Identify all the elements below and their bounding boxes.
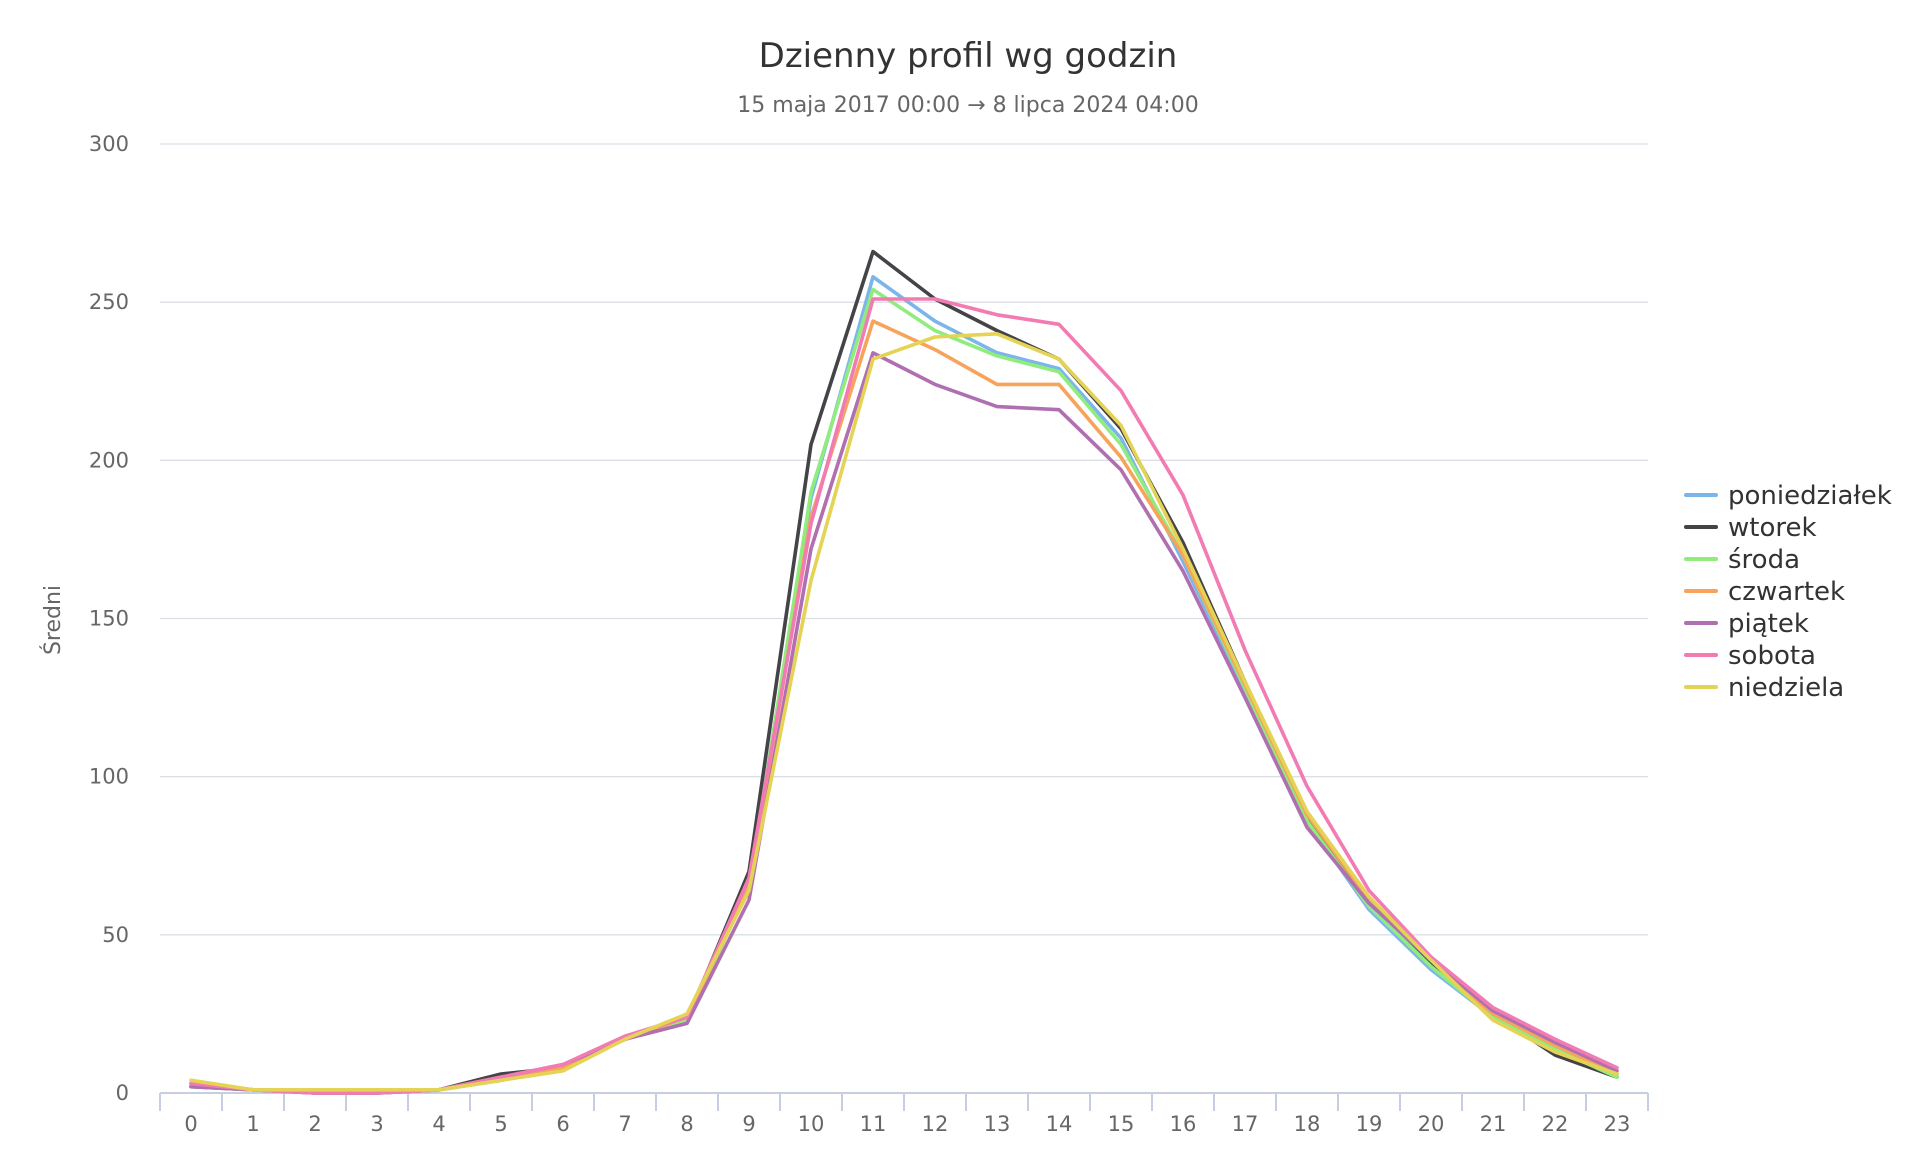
y-tick-label: 50 xyxy=(102,923,129,947)
legend-item[interactable]: poniedziałek xyxy=(1684,481,1892,511)
x-tick-label: 17 xyxy=(1232,1112,1259,1136)
legend-item[interactable]: czwartek xyxy=(1684,577,1845,607)
legend-label: niedziela xyxy=(1728,673,1844,703)
y-tick-label: 200 xyxy=(89,448,129,472)
series-line-1[interactable] xyxy=(189,275,1619,1095)
series-line-6[interactable] xyxy=(189,297,1619,1095)
legend-item[interactable]: piątek xyxy=(1684,609,1809,639)
legend-item[interactable]: sobota xyxy=(1684,641,1816,671)
series-lines xyxy=(189,249,1619,1095)
x-tick-label: 20 xyxy=(1418,1112,1445,1136)
legend-label: sobota xyxy=(1728,641,1816,671)
series-line-2[interactable] xyxy=(189,249,1619,1095)
y-axis-tick-labels: 0 50 100 150 200 250 300 xyxy=(89,132,129,1105)
y-tick-label: 0 xyxy=(116,1081,129,1105)
x-tick-label: 16 xyxy=(1170,1112,1197,1136)
legend-item[interactable]: środa xyxy=(1684,545,1800,575)
series-line-4[interactable] xyxy=(189,319,1619,1095)
x-tick-label: 6 xyxy=(556,1112,569,1136)
x-tick-label: 9 xyxy=(742,1112,755,1136)
series-line-5[interactable] xyxy=(189,350,1619,1095)
x-tick-label: 23 xyxy=(1604,1112,1631,1136)
x-axis: 0 1 2 3 4 5 6 7 8 9 10 11 12 13 14 15 16 17 18 19 20 21 22 23 xyxy=(159,1092,1649,1136)
y-tick-label: 100 xyxy=(89,765,129,789)
x-tick-label: 11 xyxy=(860,1112,887,1136)
x-tick-label: 13 xyxy=(984,1112,1011,1136)
x-tick-label: 8 xyxy=(680,1112,693,1136)
chart-title: Dzienny profil wg godzin xyxy=(759,36,1178,76)
x-tick-label: 10 xyxy=(798,1112,825,1136)
x-tick-label: 1 xyxy=(246,1112,259,1136)
x-tick-label: 3 xyxy=(370,1112,383,1136)
chart-subtitle: 15 maja 2017 00:00 → 8 lipca 2024 04:00 xyxy=(737,93,1198,118)
x-tick-label: 22 xyxy=(1542,1112,1569,1136)
legend: poniedziałekwtorekśrodaczwartekpiąteksob… xyxy=(1684,481,1892,703)
y-axis-title: Średni xyxy=(40,585,66,655)
x-tick-label: 21 xyxy=(1480,1112,1507,1136)
x-tick-label: 4 xyxy=(432,1112,445,1136)
series-line-7[interactable] xyxy=(189,331,1619,1092)
y-tick-label: 250 xyxy=(89,290,129,314)
legend-label: poniedziałek xyxy=(1728,481,1892,511)
x-tick-label: 2 xyxy=(308,1112,321,1136)
legend-item[interactable]: niedziela xyxy=(1684,673,1844,703)
series-line-3[interactable] xyxy=(189,287,1619,1095)
x-tick-label: 12 xyxy=(922,1112,949,1136)
x-tick-label: 14 xyxy=(1046,1112,1073,1136)
legend-label: czwartek xyxy=(1728,577,1845,607)
legend-label: piątek xyxy=(1728,609,1809,639)
legend-label: środa xyxy=(1728,545,1800,575)
y-tick-label: 300 xyxy=(89,132,129,156)
x-tick-label: 0 xyxy=(184,1112,197,1136)
grid-lines xyxy=(160,143,1648,936)
x-tick-label: 7 xyxy=(618,1112,631,1136)
legend-label: wtorek xyxy=(1728,513,1817,543)
x-tick-label: 18 xyxy=(1294,1112,1321,1136)
y-tick-label: 150 xyxy=(89,607,129,631)
x-tick-label: 19 xyxy=(1356,1112,1383,1136)
x-tick-label: 5 xyxy=(494,1112,507,1136)
legend-item[interactable]: wtorek xyxy=(1684,513,1817,543)
x-tick-label: 15 xyxy=(1108,1112,1135,1136)
